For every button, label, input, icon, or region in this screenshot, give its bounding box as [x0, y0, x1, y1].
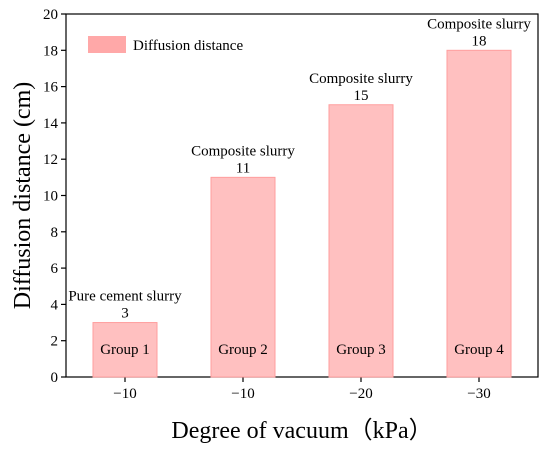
bar [92, 322, 158, 378]
y-tick-label: 10 [43, 189, 58, 205]
x-axis: −10 −10 −20 −30 [113, 377, 491, 402]
bar-annotation: Pure cement slurry [68, 289, 182, 305]
y-tick-label: 12 [43, 152, 58, 168]
x-tick-label: −10 [231, 386, 254, 402]
legend-swatch [88, 36, 126, 53]
bar-annotation: Composite slurry [309, 71, 413, 87]
bar [210, 176, 276, 378]
bar-group-label: Group 3 [336, 342, 386, 358]
y-tick-label: 14 [43, 116, 59, 132]
bar-group-label: Group 4 [454, 342, 504, 358]
x-tick-label: −10 [113, 386, 136, 402]
x-tick-label: −30 [467, 386, 490, 402]
bar-value-label: 15 [354, 88, 369, 104]
bar-group-label: Group 2 [218, 342, 268, 358]
y-tick-label: 16 [43, 80, 59, 96]
bar-value-label: 18 [472, 33, 487, 49]
bar-value-label: 11 [236, 160, 250, 176]
y-tick-label: 6 [51, 261, 59, 277]
y-tick-label: 18 [43, 43, 58, 59]
bar-value-label: 3 [121, 306, 129, 322]
legend-label: Diffusion distance [133, 38, 243, 54]
bar-group-label: Group 1 [100, 342, 150, 358]
bar-annotation: Composite slurry [427, 16, 531, 32]
y-tick-label: 8 [51, 225, 59, 241]
y-tick-label: 20 [43, 7, 58, 23]
y-tick-label: 4 [51, 297, 59, 313]
y-tick-label: 2 [51, 334, 59, 350]
y-axis-title: Diffusion distance (cm) [10, 82, 36, 310]
y-axis: 0 2 4 6 8 10 12 14 16 18 20 [43, 7, 66, 386]
bar-annotation: Composite slurry [191, 143, 295, 159]
bar [446, 49, 512, 378]
bar [328, 104, 394, 378]
x-axis-title: Degree of vacuum（kPa） [171, 418, 432, 444]
x-tick-label: −20 [349, 386, 372, 402]
y-tick-label: 0 [51, 370, 59, 386]
legend: Diffusion distance [88, 36, 243, 54]
